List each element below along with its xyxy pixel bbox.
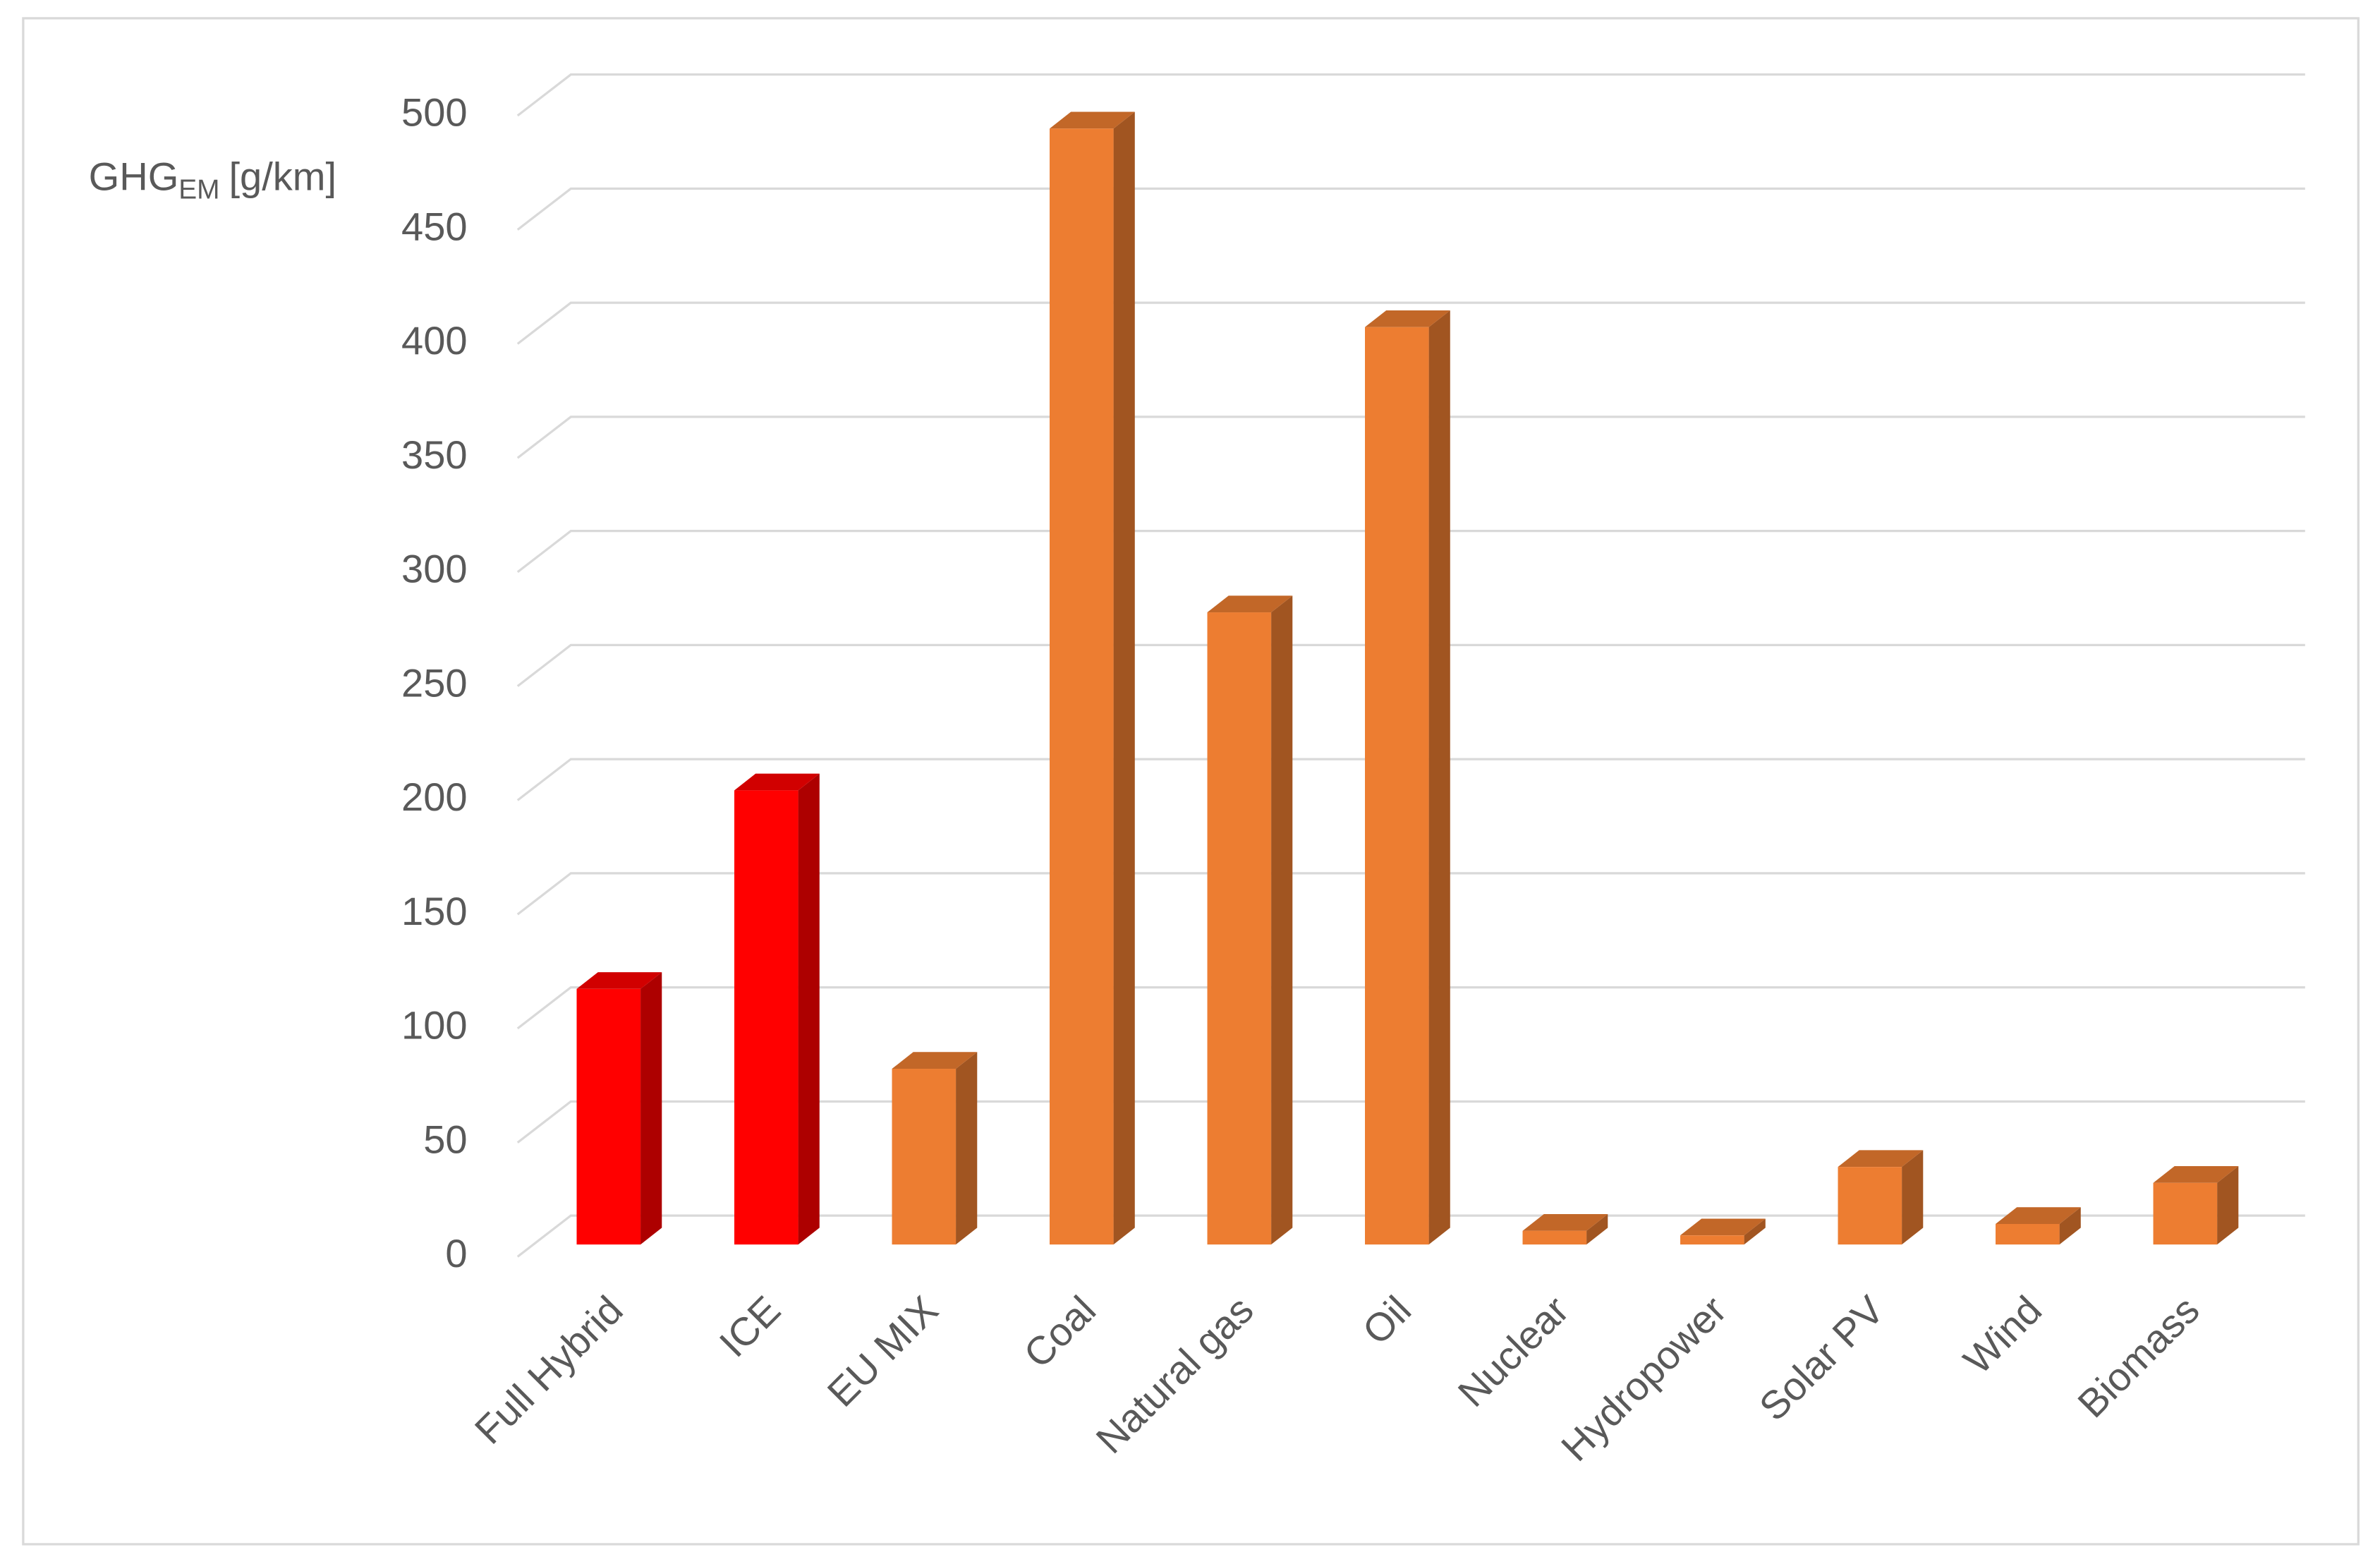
bar-top	[734, 773, 820, 791]
y-label-main: GHG	[89, 154, 179, 198]
grid-line	[516, 643, 2305, 687]
bar	[1680, 1235, 1744, 1245]
y-tick-label: 250	[401, 660, 468, 705]
bar	[1996, 1223, 2060, 1245]
bar-side	[1428, 310, 1450, 1245]
bar	[576, 988, 641, 1245]
grid-line	[516, 986, 2305, 1030]
bar	[1365, 327, 1429, 1245]
y-tick-label: 150	[401, 889, 468, 933]
bar-side	[2059, 1207, 2081, 1245]
bar-side	[1744, 1218, 1766, 1245]
bar-top	[1996, 1207, 2081, 1224]
y-tick-label: 500	[401, 90, 468, 135]
grid-line	[516, 416, 2305, 459]
grid-line	[516, 1100, 2305, 1144]
bar-side	[1113, 111, 1135, 1245]
bar-side	[640, 972, 662, 1245]
bar	[1207, 612, 1272, 1245]
grid-line	[516, 872, 2305, 916]
bar	[1522, 1230, 1587, 1245]
y-tick-label: 450	[401, 204, 468, 248]
bar-top	[576, 972, 662, 989]
bar-top	[1522, 1213, 1608, 1231]
grid-line	[516, 1214, 2305, 1258]
bar-top	[1838, 1150, 1924, 1168]
grid-line	[516, 73, 2305, 117]
bar-side	[1271, 595, 1293, 1245]
y-label-unit: [g/km]	[229, 154, 336, 198]
bar	[1838, 1167, 1902, 1245]
bar	[734, 790, 799, 1245]
bar	[892, 1069, 957, 1245]
grid-line	[516, 187, 2305, 231]
grid-line	[516, 301, 2305, 345]
grid-line	[516, 758, 2305, 801]
bar	[1050, 128, 1114, 1245]
bar-top	[2153, 1166, 2239, 1183]
bar-top	[892, 1052, 978, 1069]
bar-side	[1586, 1213, 1608, 1245]
bar-side	[956, 1052, 978, 1245]
bar-top	[1365, 310, 1450, 327]
bar-top	[1207, 595, 1293, 613]
y-tick-label: 50	[423, 1117, 467, 1161]
bar-top	[1050, 111, 1135, 129]
y-tick-label: 300	[401, 547, 468, 591]
bar-side	[2217, 1166, 2239, 1245]
bar-side	[798, 773, 820, 1245]
grid-line	[516, 530, 2305, 574]
y-tick-label: 350	[401, 432, 468, 477]
bar	[2153, 1182, 2218, 1245]
y-tick-label: 0	[445, 1231, 467, 1275]
y-axis-label: GHGEM [g/km]	[89, 154, 336, 205]
y-label-subscript: EM	[178, 175, 219, 205]
chart-frame	[22, 17, 2360, 1546]
y-tick-label: 100	[401, 1003, 468, 1048]
bar-top	[1680, 1218, 1766, 1236]
y-tick-label: 400	[401, 318, 468, 363]
y-tick-label: 200	[401, 775, 468, 819]
bar-side	[1902, 1150, 1924, 1245]
